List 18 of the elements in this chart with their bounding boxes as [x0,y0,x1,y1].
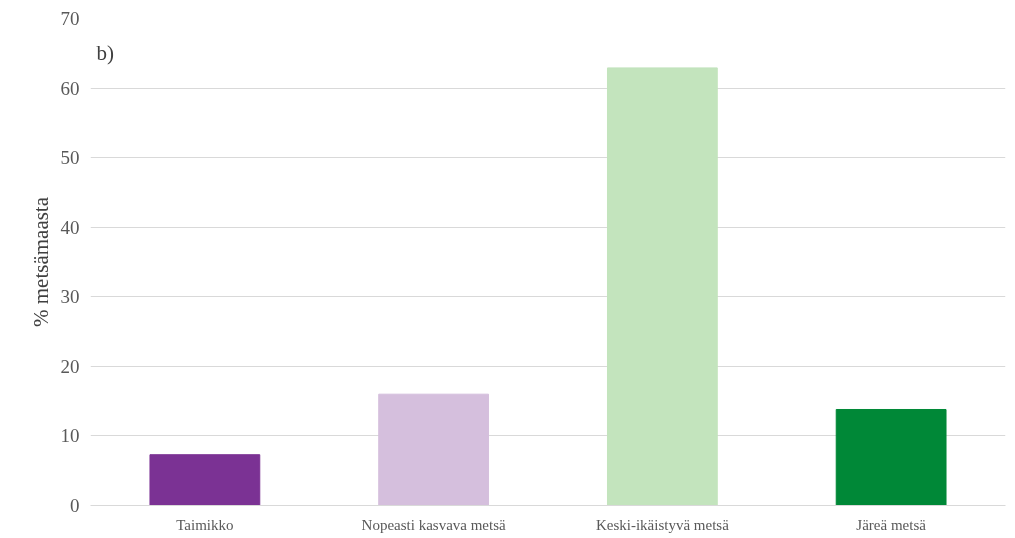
y-tick-label: 70 [60,8,80,29]
y-tick-label: 0 [70,495,80,516]
x-tick-label: Järeä metsä [856,516,927,533]
y-tick-label: 50 [60,147,80,169]
bar [606,67,718,506]
y-tick-label: 20 [60,355,80,377]
y-tick-label: 60 [60,77,80,99]
y-tick-label: 40 [60,216,80,238]
bar [835,408,947,506]
y-axis-title: % metsämaasta [28,196,53,328]
bar [378,393,490,506]
x-tick-label: Nopeasti kasvava metsä [361,516,507,533]
annotation: b) [96,40,114,65]
y-tick-label: 30 [60,286,80,308]
x-tick-label: Keski-ikäistyvä metsä [595,516,730,533]
y-tick-label: 10 [60,425,80,447]
bar [149,454,261,506]
x-tick-label: Taimikko [176,516,234,533]
